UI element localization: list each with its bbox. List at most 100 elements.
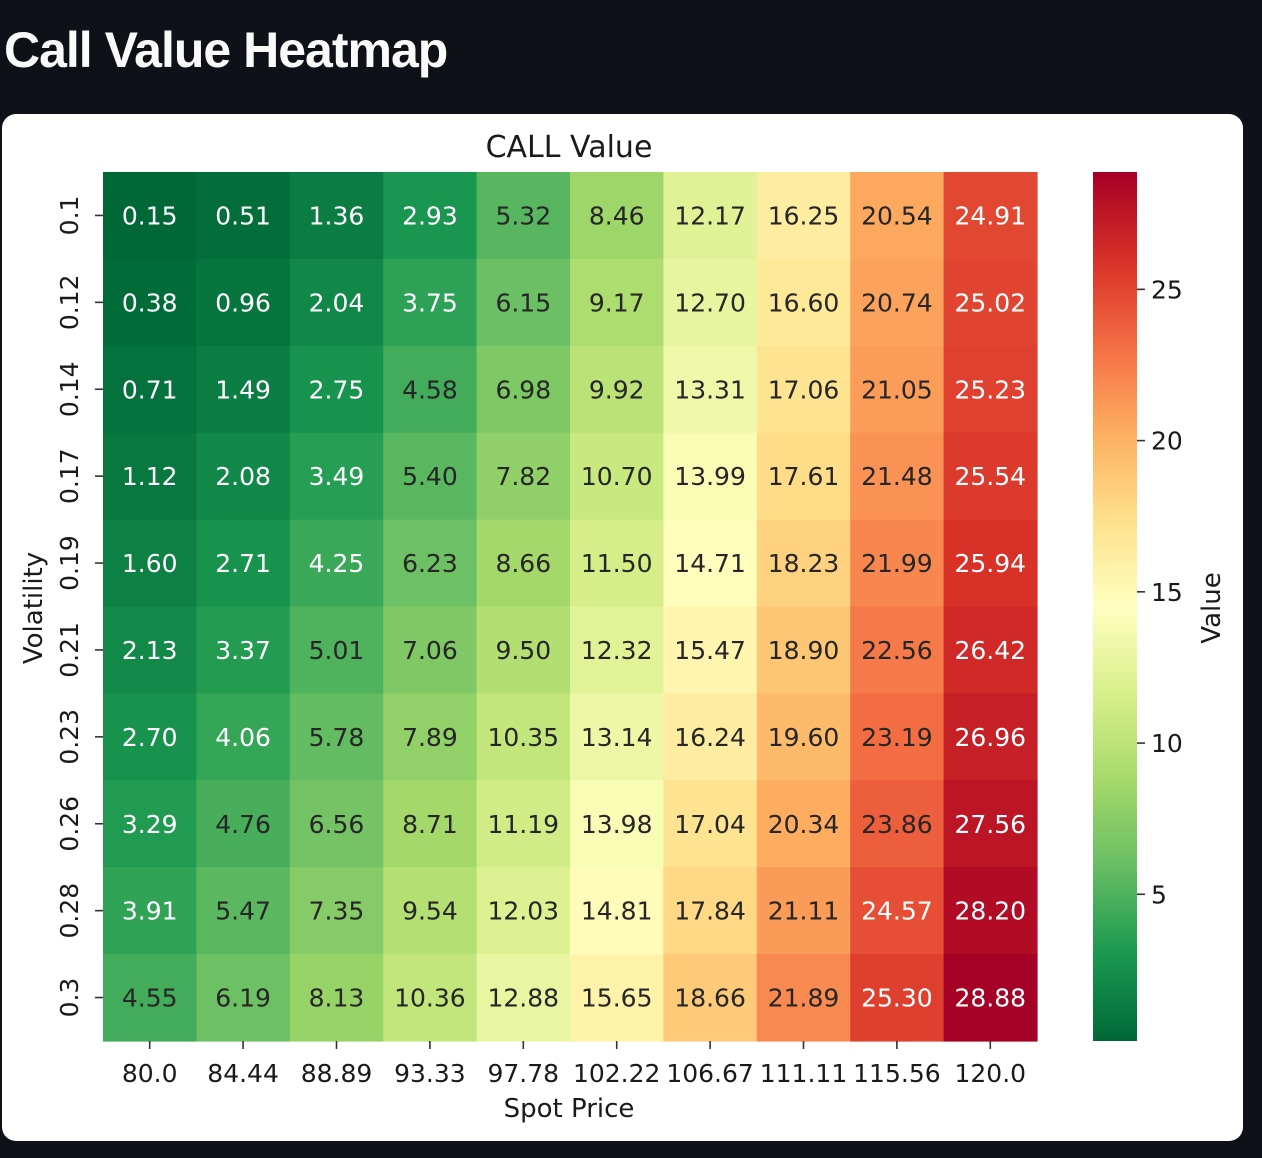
heatmap-cell [663,345,758,434]
heatmap-cell [103,258,197,347]
x-axis-label: Spot Price [504,1094,635,1124]
cell-value-label: 12.32 [581,636,653,665]
cell-value-label: 12.17 [674,201,746,230]
cell-value-label: 25.30 [861,984,933,1013]
cell-value-label: 5.01 [309,636,365,665]
heatmap-cell [289,606,384,694]
cell-value-label: 19.60 [768,723,840,752]
heatmap-cell [756,258,851,347]
cell-value-label: 25.02 [955,288,1027,317]
cell-value-label: 2.04 [309,288,365,317]
heatmap-cell [196,954,291,1042]
heatmap-cell [196,258,291,347]
heatmap-cell [476,954,571,1042]
y-tick-label: 0.19 [55,535,84,591]
cell-value-label: 20.34 [768,810,840,839]
cell-value-label: 6.15 [495,288,551,317]
cell-value-label: 6.19 [215,984,271,1013]
cell-value-label: 8.13 [309,984,365,1013]
cell-value-label: 4.25 [309,549,365,578]
heatmap-cell [663,954,758,1042]
y-tick-label: 0.17 [55,448,84,504]
colorbar-tick-label: 20 [1151,427,1183,456]
heatmap-cell [383,345,478,434]
heatmap-cell [943,432,1038,521]
cell-value-label: 0.51 [215,201,271,230]
cell-value-label: 21.48 [861,462,933,491]
cell-value-label: 10.70 [581,462,653,491]
cell-value-label: 13.98 [581,810,653,839]
y-tick-label: 0.21 [55,622,84,678]
cell-value-label: 3.29 [122,810,178,839]
cell-value-label: 9.92 [589,375,645,404]
heatmap-cell [663,606,758,694]
heatmap-cell [663,258,758,347]
heatmap-cell [663,693,758,781]
heatmap-cell [103,345,197,434]
cell-value-label: 0.71 [122,375,178,404]
heatmap-cell [570,606,664,694]
heatmap-cell [943,258,1038,347]
heatmap-cell [103,867,197,955]
heatmap-cell [103,519,197,608]
heatmap-cell [383,258,478,347]
cell-value-label: 5.40 [402,462,458,491]
cell-value-label: 23.19 [861,723,933,752]
colorbar-tick-label: 10 [1151,729,1183,758]
cell-value-label: 18.23 [768,549,840,578]
heatmap-cell [756,954,851,1042]
heatmap-cell [850,519,945,608]
heatmap-cell [476,519,571,608]
colorbar-tick-label: 25 [1151,275,1183,304]
cell-value-label: 3.37 [215,636,271,665]
cell-value-label: 3.75 [402,288,458,317]
heatmap-cell [570,693,664,781]
heatmap-cell [570,780,664,868]
heatmap-cell [476,693,571,781]
cell-value-label: 2.13 [122,636,178,665]
heatmap-cell [196,432,291,521]
heatmap-cell [103,780,197,868]
heatmap-cell [756,519,851,608]
cell-value-label: 26.96 [955,723,1027,752]
heatmap-cell [289,954,384,1042]
cell-value-label: 16.24 [674,723,746,752]
cell-value-label: 2.08 [215,462,271,491]
heatmap-cell [383,867,478,955]
heatmap-cell [196,780,291,868]
cell-value-label: 17.06 [768,375,840,404]
cell-value-label: 7.06 [402,636,458,665]
cell-value-label: 4.58 [402,375,458,404]
heatmap-cell [476,172,571,260]
cell-value-label: 8.71 [402,810,458,839]
x-tick-label: 111.11 [760,1059,847,1088]
heatmap-cell [570,258,664,347]
cell-value-label: 17.61 [768,462,840,491]
heatmap-cell [196,606,291,694]
cell-value-label: 4.76 [215,810,271,839]
heatmap-cell [289,519,384,608]
cell-value-label: 4.06 [215,723,271,752]
y-tick-label: 0.14 [55,361,84,417]
cell-value-label: 26.42 [955,636,1027,665]
heatmap-cell [103,693,197,781]
cell-value-label: 3.49 [309,462,365,491]
y-tick-label: 0.12 [55,275,84,331]
cell-value-label: 2.70 [122,723,178,752]
heatmap-cell [663,432,758,521]
x-tick-label: 120.0 [955,1059,1027,1088]
cell-value-label: 5.78 [309,723,365,752]
cell-value-label: 3.91 [122,897,178,926]
heatmap-cell [383,780,478,868]
heatmap-cell [850,258,945,347]
heatmap-cell [289,867,384,955]
y-tick-label: 0.3 [55,978,84,1018]
y-tick-label: 0.26 [55,796,84,852]
heatmap-cell [103,954,197,1042]
cell-value-label: 22.56 [861,636,933,665]
x-tick-label: 93.33 [394,1059,466,1088]
cell-value-label: 15.65 [581,984,653,1013]
heatmap-cell [383,954,478,1042]
cell-value-label: 25.94 [955,549,1027,578]
cell-value-label: 28.88 [955,984,1027,1013]
